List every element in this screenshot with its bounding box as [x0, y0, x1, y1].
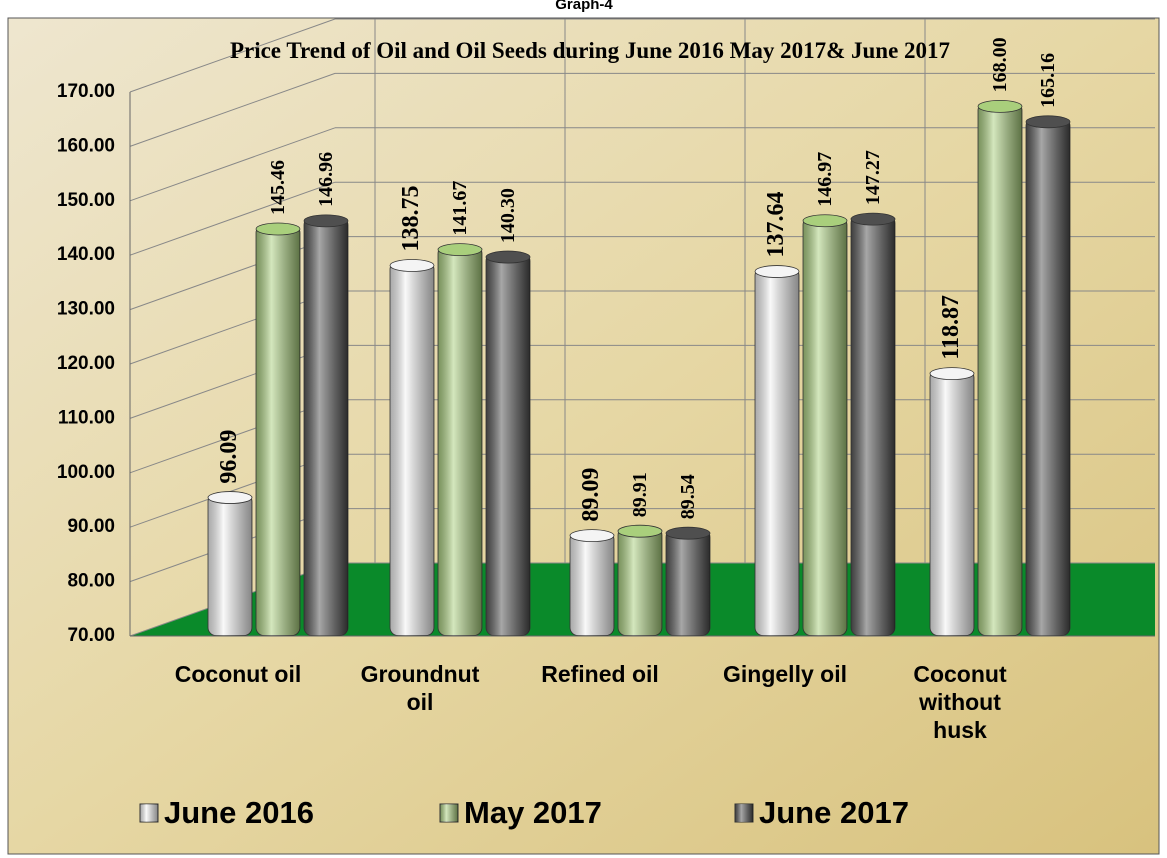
bar-top	[803, 215, 847, 227]
data-label: 96.09	[216, 430, 242, 484]
y-tick-label: 170.00	[57, 81, 115, 102]
data-label: 140.30	[497, 188, 519, 243]
y-tick-label: 120.00	[57, 353, 115, 374]
x-tick-label: Coconut without husk	[900, 660, 1020, 744]
data-label: 89.91	[629, 472, 651, 517]
bar-top	[755, 266, 799, 278]
y-tick-label: 80.00	[67, 571, 115, 592]
x-tick-label: Refined oil	[525, 660, 675, 688]
x-tick-label: Coconut oil	[163, 660, 313, 688]
bar-shade	[390, 262, 434, 636]
bar-shade	[978, 102, 1022, 635]
data-label: 147.27	[862, 150, 884, 205]
chart-title: Price Trend of Oil and Oil Seeds during …	[140, 36, 1040, 66]
y-tick-label: 100.00	[57, 462, 115, 483]
data-label: 146.96	[315, 152, 337, 207]
bar-shade	[570, 532, 614, 636]
data-label: 141.67	[449, 181, 471, 236]
legend-swatch-shade	[140, 804, 158, 822]
caption: Graph-4	[555, 0, 613, 13]
y-tick-label: 140.00	[57, 244, 115, 265]
bar-top	[978, 100, 1022, 112]
bar-top	[851, 213, 895, 225]
bar-top	[486, 251, 530, 263]
legend-label: June 2017	[759, 795, 909, 830]
bar-shade	[1026, 118, 1070, 636]
bar-shade	[304, 217, 348, 636]
bar-top	[438, 244, 482, 256]
bar-top	[930, 368, 974, 380]
bar-top	[666, 527, 710, 539]
data-label: 137.64	[763, 192, 789, 258]
bar-top	[304, 215, 348, 227]
bar-shade	[930, 370, 974, 636]
bar-top	[570, 530, 614, 542]
bar-shade	[256, 225, 300, 636]
data-label: 138.75	[398, 186, 424, 252]
y-tick-label: 160.00	[57, 135, 115, 156]
bar-shade	[803, 217, 847, 636]
legend-label: June 2016	[164, 795, 314, 830]
x-tick-label: Gingelly oil	[710, 660, 860, 688]
y-tick-label: 70.00	[67, 625, 115, 646]
data-label: 145.46	[267, 160, 289, 215]
bar-shade	[851, 215, 895, 635]
legend-swatch-shade	[440, 804, 458, 822]
data-label: 118.87	[938, 295, 964, 360]
bar-shade	[666, 529, 710, 635]
bar-shade	[486, 253, 530, 635]
bar-top	[618, 525, 662, 537]
page: Graph-4 70.00 80.00 90.00 100.00 110.00 120.0…	[0, 0, 1167, 858]
bar-top	[1026, 116, 1070, 128]
data-label: 165.16	[1037, 53, 1059, 108]
bar-top	[256, 223, 300, 235]
y-tick-label: 110.00	[58, 407, 115, 428]
data-label: 89.09	[578, 468, 604, 522]
y-tick-label: 130.00	[57, 299, 115, 320]
data-label: 146.97	[814, 152, 836, 207]
x-tick-label: Groundnut oil	[360, 660, 480, 716]
y-tick-label: 150.00	[57, 190, 115, 211]
legend-label: May 2017	[464, 795, 602, 830]
legend-swatch-shade	[735, 804, 753, 822]
bar-shade	[755, 268, 799, 636]
bar-top	[208, 492, 252, 504]
bar-shade	[208, 494, 252, 636]
bar-shade	[618, 527, 662, 635]
data-label: 89.54	[677, 474, 699, 519]
bar-top	[390, 260, 434, 272]
y-tick-label: 90.00	[67, 516, 115, 537]
bar-shade	[438, 246, 482, 636]
